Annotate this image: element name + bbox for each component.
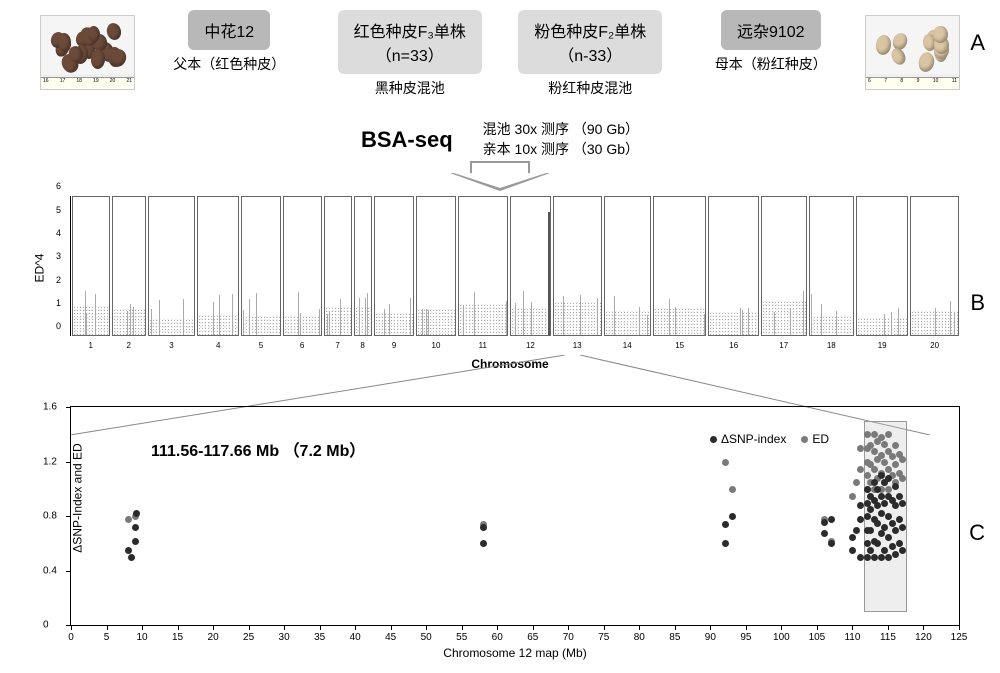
maternal-seed-photo: 67891011	[865, 15, 960, 90]
paternal-desc: 父本（红色种皮）	[143, 54, 316, 74]
pink-pool-desc: 粉红种皮混池	[504, 78, 677, 98]
paternal-name: 中花12	[188, 10, 270, 50]
bsa-title: BSA-seq	[361, 127, 453, 153]
maternal-name: 远杂9102	[721, 10, 821, 50]
b-yaxis-label: ED^4	[32, 254, 46, 283]
c-region-text: 111.56-117.66 Mb （7.2 Mb）	[151, 437, 365, 461]
panel-c-label: C	[969, 520, 985, 546]
legend-ed: ED	[812, 432, 829, 446]
b-xaxis-label: Chromosome	[471, 357, 548, 371]
c-yaxis-label: ΔSNP-Index and ED	[71, 443, 85, 552]
panel-a-label: A	[970, 30, 985, 56]
pink-pool-name: 粉色种皮F₂单株 （n-33）	[518, 10, 662, 74]
maternal-box: 远杂9102 母本（粉红种皮）	[685, 10, 858, 74]
panel-c: ΔSNP-Index and ED Chromosome 12 map (Mb)…	[70, 406, 960, 626]
b-plot-area: 01234561234567891011121314151617181920	[70, 196, 960, 336]
pink-pool-box: 粉色种皮F₂单株 （n-33） 粉红种皮混池	[504, 10, 677, 98]
panel-a: 161718192021 中花12 父本（红色种皮） 红色种皮F₃单株 （n=3…	[10, 10, 990, 130]
c-xaxis-label: Chromosome 12 map (Mb)	[443, 646, 586, 660]
legend-snp: ΔSNP-index	[721, 432, 786, 446]
paternal-seed-photo: 161718192021	[40, 15, 135, 90]
panel-b-label: B	[970, 290, 985, 316]
c-legend: ΔSNP-index ED	[710, 432, 829, 446]
seq-parent-line: 亲本 10x 测序 （30 Gb）	[483, 140, 639, 160]
panel-b: ED^4 01234561234567891011121314151617181…	[60, 196, 960, 366]
paternal-box: 中花12 父本（红色种皮）	[143, 10, 316, 74]
arrow-down-icon	[440, 161, 560, 191]
red-pool-box: 红色种皮F₃单株 （n=33） 黑种皮混池	[324, 10, 497, 98]
red-pool-name: 红色种皮F₃单株 （n=33）	[338, 10, 482, 74]
maternal-desc: 母本（粉红种皮）	[685, 54, 858, 74]
red-pool-desc: 黑种皮混池	[324, 78, 497, 98]
